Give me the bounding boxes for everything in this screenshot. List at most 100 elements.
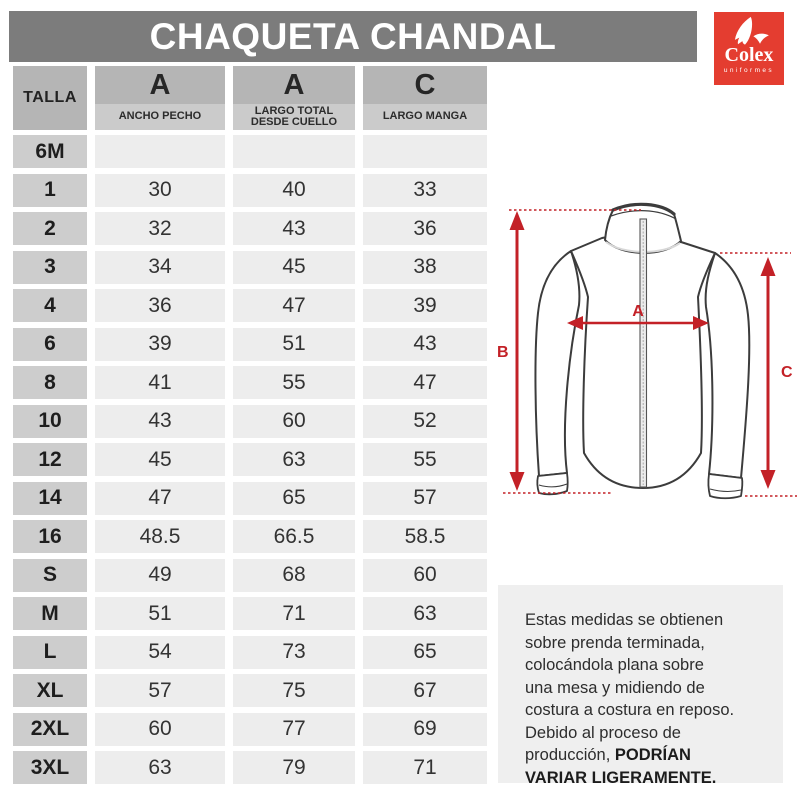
measurement-marks	[503, 209, 797, 497]
value-cell: 69	[363, 712, 487, 746]
value-cell: 57	[363, 481, 487, 515]
value-cell: 30	[95, 173, 225, 207]
note-text: sobre prenda terminada,	[525, 633, 705, 652]
value-cell: 73	[233, 635, 355, 669]
value-cell: 49	[95, 558, 225, 592]
value-cell: 63	[233, 443, 355, 476]
size-cell: S	[13, 558, 87, 592]
size-cell: L	[13, 635, 87, 669]
measurement-note: Estas medidas se obtienen sobre prenda te…	[498, 585, 783, 787]
value-cell: 75	[233, 674, 355, 707]
size-cell: 6M	[13, 135, 87, 168]
value-cell: 71	[363, 751, 487, 784]
size-cell: XL	[13, 674, 87, 707]
column-header-largo-manga: C LARGO MANGA	[363, 66, 487, 130]
value-cell: 55	[363, 443, 487, 476]
value-cell: 55	[233, 366, 355, 399]
size-cell: 14	[13, 481, 87, 515]
value-cell: 36	[363, 212, 487, 245]
value-cell: 43	[363, 327, 487, 361]
value-cell: 41	[95, 366, 225, 399]
jacket-measurement-diagram: B A C	[497, 202, 797, 500]
value-cell: 47	[95, 481, 225, 515]
value-cell: 77	[233, 712, 355, 746]
measure-letter: A	[233, 66, 355, 104]
value-cell: 38	[363, 250, 487, 284]
value-cell: 60	[363, 558, 487, 592]
measure-label: LARGO TOTAL DESDE CUELLO	[233, 104, 355, 130]
value-cell	[95, 135, 225, 168]
value-cell: 65	[363, 635, 487, 669]
size-cell: 12	[13, 443, 87, 476]
note-text: una mesa y midiendo de	[525, 678, 705, 697]
measure-label-b: B	[497, 344, 509, 361]
value-cell: 36	[95, 289, 225, 322]
page-title: CHAQUETA CHANDAL	[9, 11, 697, 62]
value-cell: 66.5	[233, 520, 355, 553]
size-cell: 2XL	[13, 712, 87, 746]
value-cell: 51	[233, 327, 355, 361]
value-cell: 58.5	[363, 520, 487, 553]
size-cell: 2	[13, 212, 87, 245]
measure-letter: C	[363, 66, 487, 104]
size-cell: M	[13, 597, 87, 630]
measure-label-c: C	[781, 364, 793, 381]
size-cell: 4	[13, 289, 87, 322]
note-text: colocándola plana sobre	[525, 656, 704, 674]
value-cell: 60	[233, 404, 355, 438]
measure-letter: A	[95, 66, 225, 104]
note-text: costura a costura en reposo.	[525, 701, 735, 719]
size-cell: 3XL	[13, 751, 87, 784]
size-column-header: TALLA	[13, 66, 87, 130]
note-text: Estas medidas se obtienen	[525, 611, 724, 629]
size-table-body: 6M 1 30 40 33 2 32 43 36 3 34 45 38 4 36 47 39 6 39 51 43 8 41…	[13, 135, 487, 784]
value-cell: 79	[233, 751, 355, 784]
value-cell	[233, 135, 355, 168]
size-cell: 3	[13, 250, 87, 284]
size-cell: 10	[13, 404, 87, 438]
value-cell: 33	[363, 173, 487, 207]
note-text-bold: PODRÍAN	[614, 746, 691, 764]
jacket-left-cuff	[536, 472, 569, 496]
value-cell: 67	[363, 674, 487, 707]
column-header-ancho-pecho: A ANCHO PECHO	[95, 66, 225, 130]
value-cell: 57	[95, 674, 225, 707]
value-cell: 45	[233, 250, 355, 284]
jacket-right-cuff	[707, 473, 744, 500]
value-cell: 65	[233, 481, 355, 515]
value-cell: 39	[95, 327, 225, 361]
value-cell	[363, 135, 487, 168]
note-text-bold: VARIAR LIGERAMENTE.	[525, 768, 717, 787]
value-cell: 43	[233, 212, 355, 245]
colex-logo: Colex uniformes	[714, 12, 784, 85]
table-header: TALLA A ANCHO PECHO A LARGO TOTAL DESDE …	[13, 66, 487, 130]
size-cell: 8	[13, 366, 87, 399]
value-cell: 52	[363, 404, 487, 438]
value-cell: 63	[95, 751, 225, 784]
value-cell: 45	[95, 443, 225, 476]
measure-label-a: A	[632, 303, 644, 320]
jacket-zipper	[639, 218, 648, 488]
value-cell: 34	[95, 250, 225, 284]
value-cell: 40	[233, 173, 355, 207]
logo-subtitle-text: uniformes	[723, 67, 775, 74]
value-cell: 48.5	[95, 520, 225, 553]
measure-label: LARGO MANGA	[363, 104, 487, 130]
value-cell: 32	[95, 212, 225, 245]
measure-label: ANCHO PECHO	[95, 104, 225, 130]
value-cell: 47	[233, 289, 355, 322]
value-cell: 54	[95, 635, 225, 669]
note-text: producción,	[525, 746, 615, 764]
size-cell: 1	[13, 173, 87, 207]
value-cell: 47	[363, 366, 487, 399]
value-cell: 43	[95, 404, 225, 438]
value-cell: 71	[233, 597, 355, 630]
value-cell: 68	[233, 558, 355, 592]
value-cell: 63	[363, 597, 487, 630]
size-cell: 6	[13, 327, 87, 361]
note-text: Debido al proceso de	[525, 723, 681, 742]
jacket-right-sleeve	[704, 252, 751, 479]
bird-icon	[734, 16, 769, 45]
value-cell: 60	[95, 712, 225, 746]
